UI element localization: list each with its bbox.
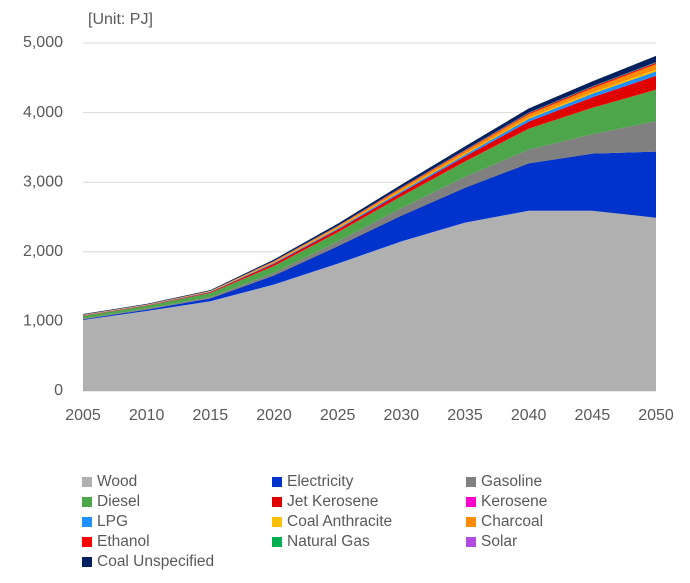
y-tick-label: 1,000 (23, 313, 63, 330)
area (83, 210, 656, 391)
legend-label: Coal Unspecified (97, 553, 214, 570)
x-tick-label: 2035 (447, 407, 483, 424)
x-tick-label: 2025 (320, 407, 356, 424)
x-tick-label: 2040 (511, 407, 547, 424)
legend-label: LPG (97, 513, 128, 530)
legend-swatch (82, 517, 92, 527)
legend-label: Solar (481, 533, 517, 550)
x-tick-label: 2050 (638, 407, 674, 424)
x-tick-label: 2015 (193, 407, 229, 424)
legend-swatch (466, 517, 476, 527)
legend-label: Jet Kerosene (287, 493, 378, 510)
legend-swatch (272, 537, 282, 547)
y-tick-label: 4,000 (23, 104, 63, 121)
x-tick-label: 2030 (384, 407, 420, 424)
legend-swatch (466, 477, 476, 487)
legend-swatch (82, 477, 92, 487)
legend-label: Electricity (287, 473, 354, 490)
x-tick-label: 2045 (575, 407, 611, 424)
y-tick-label: 2,000 (23, 243, 63, 260)
x-tick-label: 2010 (129, 407, 165, 424)
legend-swatch (272, 517, 282, 527)
area (83, 120, 656, 320)
legend-label: Kerosene (481, 493, 547, 510)
legend-label: Charcoal (481, 513, 543, 530)
legend-label: Ethanol (97, 533, 150, 550)
area (83, 55, 656, 315)
legend-label: Diesel (97, 493, 140, 510)
legend-label: Natural Gas (287, 533, 370, 550)
legend-swatch (272, 497, 282, 507)
legend-swatch (82, 537, 92, 547)
legend-swatch (82, 557, 92, 567)
y-tick-label: 3,000 (23, 173, 63, 190)
legend-label: Gasoline (481, 473, 542, 490)
legend-swatch (466, 497, 476, 507)
legend-label: Wood (97, 473, 137, 490)
legend-swatch (466, 537, 476, 547)
unit-annotation: [Unit: PJ] (88, 11, 153, 28)
y-tick-label: 0 (54, 382, 63, 399)
legend-swatch (82, 497, 92, 507)
y-tick-label: 5,000 (23, 34, 63, 51)
legend-label: Coal Anthracite (287, 513, 392, 530)
x-tick-label: 2020 (256, 407, 292, 424)
area (83, 64, 656, 315)
area (83, 75, 656, 316)
area (83, 89, 656, 319)
legend-swatch (272, 477, 282, 487)
x-tick-label: 2005 (65, 407, 101, 424)
area (83, 151, 656, 321)
